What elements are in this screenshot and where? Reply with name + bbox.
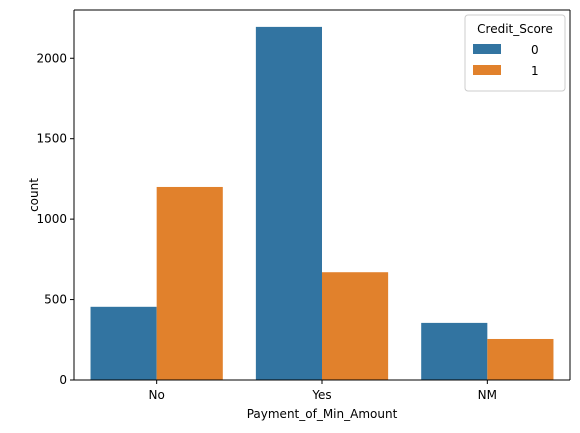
x-ticks-group: No Yes NM (149, 380, 497, 402)
bar-no-score-1 (156, 186, 223, 380)
legend-items: 01 (473, 43, 539, 78)
bar-nm-score-0 (421, 322, 488, 380)
legend-title: Credit_Score (477, 22, 553, 36)
bar-nm-score-1 (487, 338, 554, 380)
y-tick-label: 2000 (36, 51, 67, 65)
y-tick-label: 0 (59, 373, 67, 387)
y-tick-label: 1500 (36, 132, 67, 146)
legend-swatch-1 (473, 65, 501, 75)
bar-yes-score-1 (322, 272, 389, 380)
legend-swatch-0 (473, 44, 501, 54)
y-tick-label: 500 (44, 293, 67, 307)
bar-no-score-0 (90, 306, 157, 380)
bar-yes-score-0 (255, 26, 322, 381)
bars-group (90, 26, 554, 381)
legend-label-1: 1 (531, 64, 539, 78)
y-tick-label: 1000 (36, 212, 67, 226)
legend-label-0: 0 (531, 43, 539, 57)
y-axis-title: count (27, 178, 41, 212)
y-ticks-group: 0 500 1000 1500 2000 (36, 51, 74, 387)
x-tick-label: Yes (311, 388, 331, 402)
x-tick-label: No (149, 388, 165, 402)
x-axis-title: Payment_of_Min_Amount (247, 407, 398, 421)
x-tick-label: NM (478, 388, 497, 402)
legend: Credit_Score 01 (464, 14, 566, 92)
